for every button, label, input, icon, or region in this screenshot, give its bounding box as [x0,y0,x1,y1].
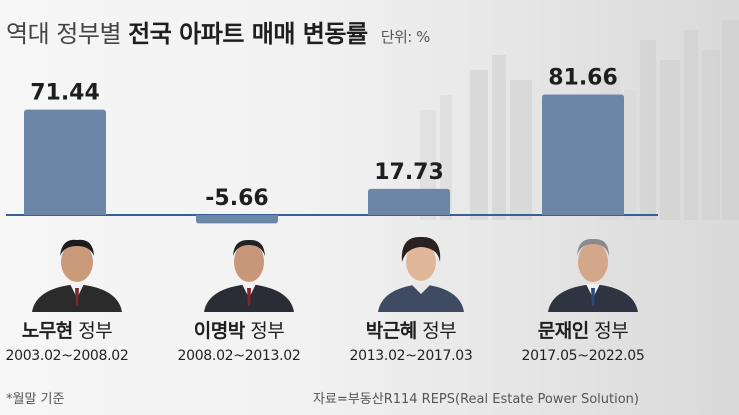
gov-period-lee: 2008.02~2013.02 [177,348,301,364]
value-label-park: 17.73 [374,160,444,185]
gov-period-moon: 2017.05~2022.05 [521,348,645,364]
portrait-roh [32,239,122,312]
title-light: 역대 정부별 [6,20,122,48]
bar-roh [24,109,106,215]
portrait-lee [204,239,294,312]
bar-lee [196,215,278,224]
bar-moon [542,94,624,215]
bar-labels: 71.44 -5.66 17.73 81.66 [30,66,618,211]
value-label-roh: 71.44 [30,81,100,106]
portrait-park [378,236,464,312]
bar-park [368,188,450,215]
gov-name-moon: 문재인 정부 [537,320,629,342]
source-credit: 자료=부동산R114 REPS(Real Estate Power Soluti… [313,392,639,407]
gov-period-park: 2013.02~2017.03 [349,348,473,364]
bar-chart: 71.44 -5.66 17.73 81.66 [6,66,658,224]
gov-period-roh: 2003.02~2008.02 [5,348,129,364]
value-label-moon: 81.66 [548,66,618,91]
gov-name-lee: 이명박 정부 [193,320,285,342]
value-label-lee: -5.66 [205,186,268,211]
title-bold: 전국 아파트 매매 변동률 [128,20,368,48]
chart-title: 역대 정부별 전국 아파트 매매 변동률 단위: % [6,14,430,49]
footnote: *월말 기준 [6,392,65,407]
unit-label: 단위: % [380,28,431,46]
portrait-moon [548,238,638,312]
gov-name-roh: 노무현 정부 [21,320,113,342]
bars [24,94,624,224]
gov-name-park: 박근혜 정부 [365,320,457,342]
